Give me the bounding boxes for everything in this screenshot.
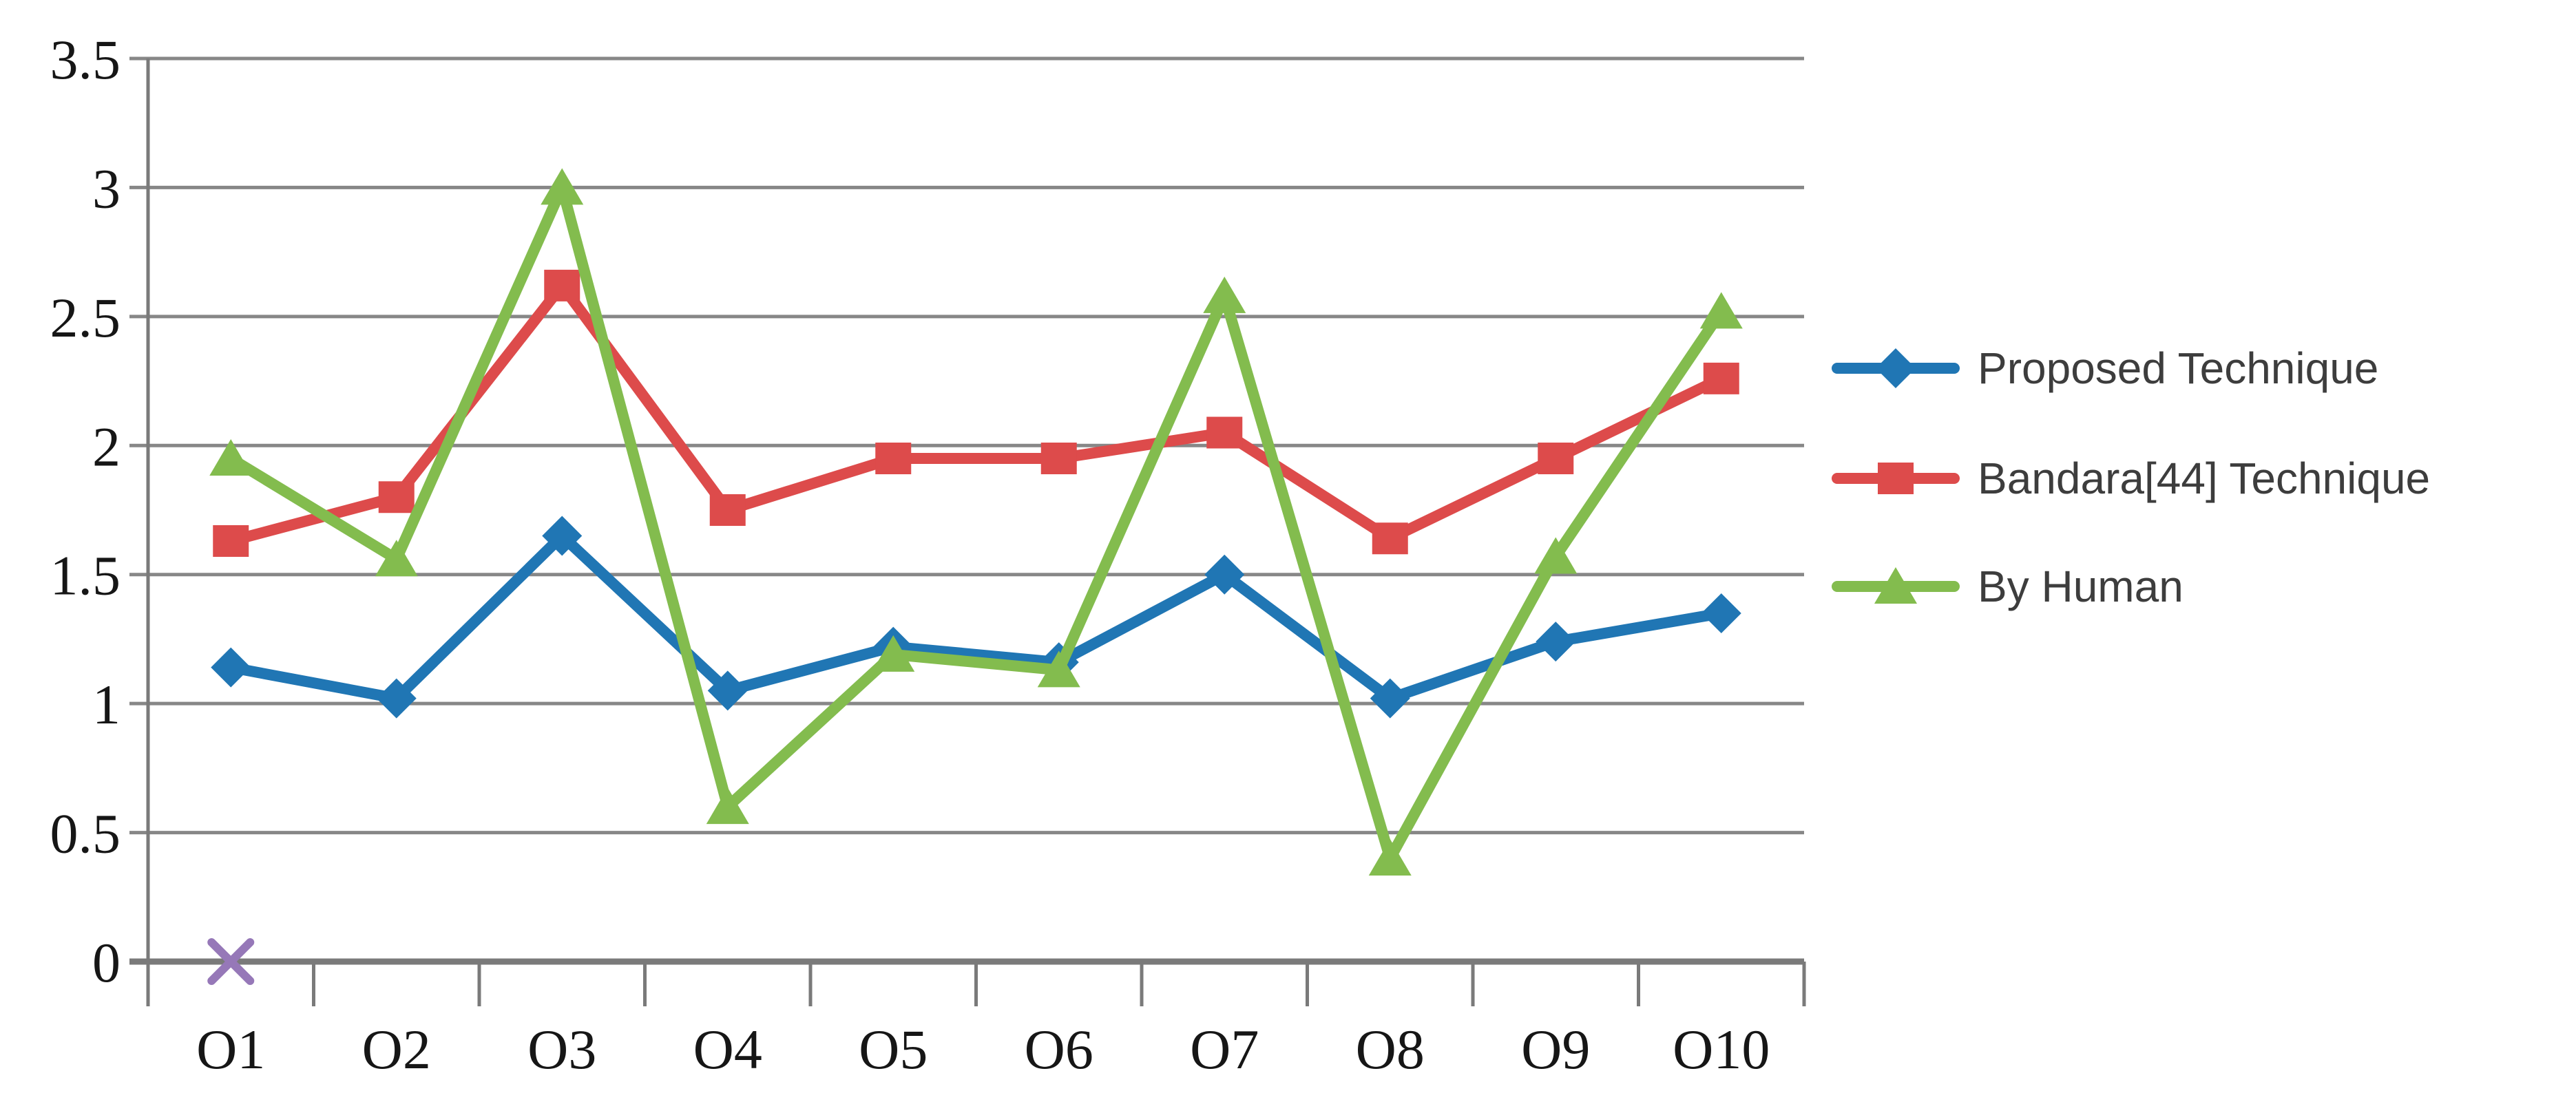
square-marker xyxy=(1040,443,1077,475)
triangle-marker xyxy=(1203,276,1246,313)
x-tick-label: O2 xyxy=(362,1018,431,1081)
series-line-bandara-44-technique xyxy=(225,279,1727,547)
diamond-marker xyxy=(1204,554,1245,595)
triangle-marker xyxy=(1534,537,1578,574)
legend-label: By Human xyxy=(1978,562,2184,611)
y-tick-label: 3.5 xyxy=(50,28,121,91)
y-tick-label: 1 xyxy=(92,673,121,736)
diamond-marker xyxy=(376,678,417,719)
series-bandara-44-technique xyxy=(213,269,1739,557)
x-tick-label: O6 xyxy=(1025,1018,1093,1081)
legend-triangle-marker xyxy=(1874,567,1917,604)
square-marker xyxy=(378,481,415,513)
series-line-by-human xyxy=(225,182,1727,865)
triangle-marker xyxy=(375,540,418,577)
x-tick-label: O3 xyxy=(527,1018,596,1081)
series-proposed-technique xyxy=(211,516,1741,719)
square-marker xyxy=(709,494,746,526)
series-by-human xyxy=(209,168,1743,876)
x-tick-label: O4 xyxy=(693,1018,762,1081)
triangle-marker xyxy=(872,635,915,672)
y-axis-labels: 3.5 3 2.5 2 1.5 1 0.5 0 xyxy=(50,28,121,994)
x-axis-ticks xyxy=(146,962,1806,1006)
diamond-marker xyxy=(1370,678,1410,719)
y-tick-label: 0.5 xyxy=(50,803,121,865)
y-tick-label: 0 xyxy=(92,931,121,994)
diamond-marker xyxy=(707,670,748,711)
triangle-marker xyxy=(706,787,749,825)
legend-diamond-marker xyxy=(1876,348,1916,388)
x-tick-label: O5 xyxy=(859,1018,928,1081)
x-tick-label: O8 xyxy=(1356,1018,1425,1081)
x-axis-labels: O1 O2 O3 O4 O5 O6 O7 O8 O9 O10 xyxy=(196,1018,1770,1081)
square-marker xyxy=(213,524,249,557)
triangle-marker xyxy=(1037,650,1080,688)
y-tick-label: 1.5 xyxy=(50,544,121,607)
diamond-marker xyxy=(1536,622,1576,662)
y-tick-label: 3 xyxy=(92,157,121,220)
legend-label: Bandara[44] Technique xyxy=(1978,454,2430,503)
stray-x-marker xyxy=(207,938,255,985)
diamond-marker xyxy=(1701,593,1741,633)
square-marker xyxy=(1703,362,1739,394)
triangle-marker xyxy=(541,168,584,205)
square-marker xyxy=(1206,416,1243,449)
x-tick-label: O9 xyxy=(1521,1018,1590,1081)
series-line-proposed-technique xyxy=(225,530,1727,704)
diamond-marker xyxy=(542,516,583,556)
square-marker xyxy=(1372,522,1408,555)
legend-item-bandara-44-technique: Bandara[44] Technique xyxy=(1832,454,2430,503)
y-tick-label: 2 xyxy=(92,415,121,478)
x-tick-label: O10 xyxy=(1673,1018,1770,1081)
x-tick-label: O7 xyxy=(1190,1018,1259,1081)
square-marker xyxy=(544,269,580,301)
y-tick-label: 2.5 xyxy=(50,286,121,349)
square-marker xyxy=(1538,443,1574,475)
legend: Proposed Technique Bandara[44] Technique B… xyxy=(1832,343,2430,611)
x-marker-stroke xyxy=(207,938,255,985)
triangle-marker xyxy=(209,439,253,476)
diamond-marker xyxy=(211,647,251,688)
triangle-marker xyxy=(1699,292,1743,329)
legend-label: Proposed Technique xyxy=(1978,343,2378,393)
legend-item-by-human: By Human xyxy=(1832,562,2184,611)
triangle-marker xyxy=(1368,839,1412,876)
legend-square-marker xyxy=(1878,463,1914,494)
x-tick-label: O1 xyxy=(196,1018,265,1081)
legend-item-proposed-technique: Proposed Technique xyxy=(1832,343,2378,393)
square-marker xyxy=(875,443,912,475)
